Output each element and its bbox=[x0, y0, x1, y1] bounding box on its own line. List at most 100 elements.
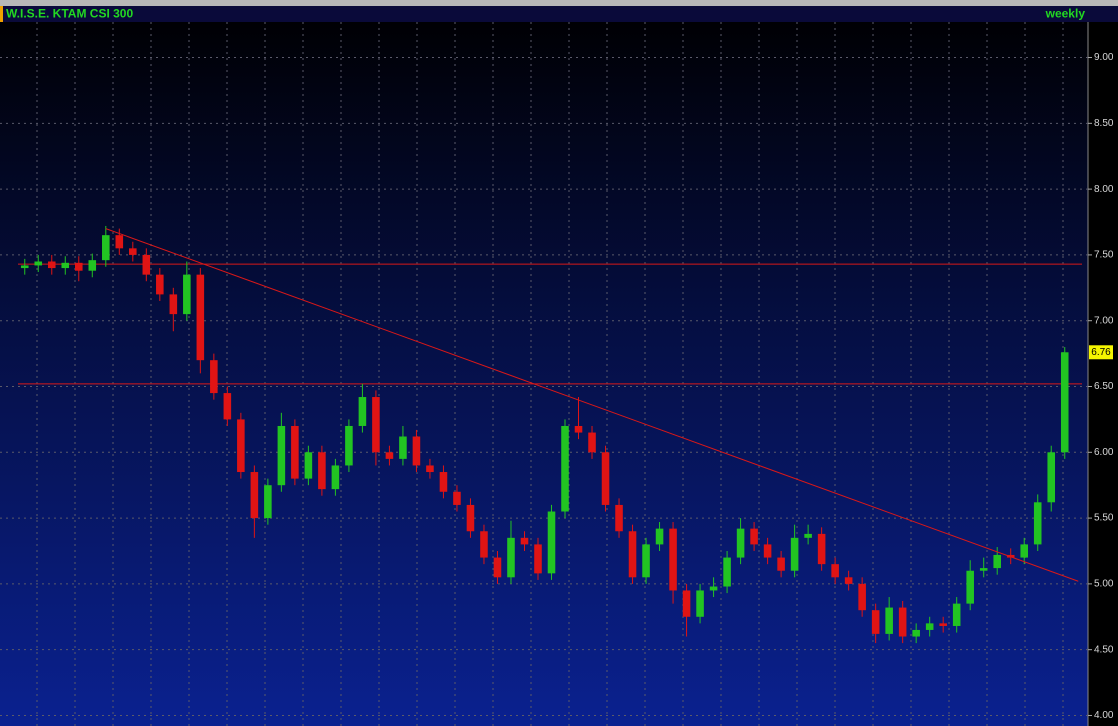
last-price-label: 6.76 bbox=[1091, 347, 1111, 358]
candle-body bbox=[709, 586, 718, 591]
candle-body bbox=[736, 528, 745, 558]
candle-body bbox=[750, 528, 758, 545]
candle-body bbox=[453, 491, 461, 505]
candle-body bbox=[804, 533, 812, 538]
candle-body bbox=[358, 397, 367, 426]
candle-body bbox=[156, 274, 164, 295]
candle-body bbox=[318, 452, 326, 490]
candle-body bbox=[412, 436, 421, 466]
candle-body bbox=[88, 260, 97, 271]
candle-body bbox=[763, 544, 772, 558]
timeframe-label: weekly bbox=[1045, 7, 1086, 21]
candle-body bbox=[912, 629, 920, 637]
chart-title: W.I.S.E. KTAM CSI 300 bbox=[6, 7, 133, 21]
candle-body bbox=[237, 419, 245, 473]
y-tick-label: 8.50 bbox=[1094, 118, 1114, 129]
y-tick-label: 8.00 bbox=[1094, 184, 1114, 195]
candle-body bbox=[547, 511, 556, 574]
candle-body bbox=[223, 393, 232, 420]
y-tick-label: 4.50 bbox=[1094, 644, 1114, 655]
y-tick-label: 6.50 bbox=[1094, 381, 1114, 392]
candle-body bbox=[817, 533, 826, 565]
candle-body bbox=[196, 274, 205, 361]
chart-layer: 4.00 4.50 5.00 5.50 6.00 6.50 7.00 7.50 8.00 8.50… bbox=[0, 22, 1114, 726]
candle-body bbox=[507, 537, 515, 578]
candle-body bbox=[601, 452, 610, 505]
candle-body bbox=[520, 537, 529, 545]
candle-body bbox=[372, 397, 380, 453]
candle-body bbox=[669, 528, 677, 591]
candle-body bbox=[74, 262, 83, 271]
candle-body bbox=[534, 544, 542, 574]
title-bar bbox=[0, 6, 1118, 22]
candle-body bbox=[493, 557, 502, 578]
candle-body bbox=[47, 261, 56, 269]
candle-body bbox=[1020, 544, 1029, 558]
candle-body bbox=[142, 254, 151, 275]
candle-body bbox=[439, 472, 448, 492]
candle-body bbox=[264, 485, 272, 519]
candle-body bbox=[1047, 452, 1056, 503]
candle-body bbox=[655, 528, 664, 545]
candle-body bbox=[115, 235, 124, 249]
candle-body bbox=[102, 235, 110, 261]
title-marker bbox=[0, 6, 3, 22]
candle-body bbox=[574, 425, 583, 433]
candle-body bbox=[993, 554, 1001, 569]
candle-body bbox=[169, 294, 178, 315]
candle-body bbox=[20, 265, 29, 269]
candle-body bbox=[898, 607, 907, 637]
toolbar-strip bbox=[0, 0, 1118, 6]
candle-body bbox=[642, 544, 650, 578]
candle-body bbox=[858, 583, 866, 611]
candle-body bbox=[790, 537, 799, 571]
candle-body bbox=[250, 472, 259, 519]
last-price-box bbox=[1089, 345, 1113, 360]
candle-body bbox=[183, 274, 191, 315]
candle-body bbox=[871, 610, 880, 634]
candle-body bbox=[426, 465, 434, 473]
y-tick-label: 4.00 bbox=[1094, 710, 1114, 721]
candle-body bbox=[952, 603, 961, 626]
candle-body bbox=[466, 504, 475, 532]
candle-body bbox=[615, 504, 623, 532]
plot-area bbox=[0, 22, 1088, 726]
candle-body bbox=[831, 564, 839, 578]
candle-body bbox=[291, 425, 299, 479]
y-tick-label: 5.00 bbox=[1094, 579, 1114, 590]
y-tick-label: 9.00 bbox=[1094, 52, 1114, 63]
candle-body bbox=[385, 452, 394, 459]
candle-body bbox=[979, 568, 988, 571]
candle-body bbox=[966, 570, 974, 604]
candle-body bbox=[1060, 352, 1069, 453]
y-tick-label: 5.50 bbox=[1094, 513, 1114, 524]
candle-body bbox=[34, 261, 43, 266]
candle-body bbox=[399, 436, 407, 459]
candle-body bbox=[345, 425, 353, 466]
candle-body bbox=[331, 465, 340, 490]
candle-body bbox=[696, 590, 704, 617]
price-axis bbox=[1088, 22, 1118, 726]
candle-body bbox=[304, 452, 313, 479]
candle-body bbox=[885, 607, 893, 634]
candle-body bbox=[277, 425, 286, 486]
y-tick-label: 6.00 bbox=[1094, 447, 1114, 458]
candle-body bbox=[939, 623, 947, 626]
candle-body bbox=[682, 590, 691, 617]
candle-body bbox=[1033, 502, 1042, 545]
y-tick-label: 7.50 bbox=[1094, 250, 1114, 261]
candle-body bbox=[628, 531, 637, 578]
candle-body bbox=[561, 425, 569, 512]
candle-body bbox=[210, 360, 218, 394]
candle-body bbox=[588, 432, 596, 453]
candle-body bbox=[844, 577, 853, 584]
candle-body bbox=[777, 557, 785, 571]
candle-body bbox=[129, 248, 137, 255]
y-tick-label: 7.00 bbox=[1094, 315, 1114, 326]
candle-body bbox=[480, 531, 488, 558]
candle-body bbox=[61, 262, 70, 269]
candle-body bbox=[925, 623, 934, 630]
candle-body bbox=[723, 557, 731, 587]
